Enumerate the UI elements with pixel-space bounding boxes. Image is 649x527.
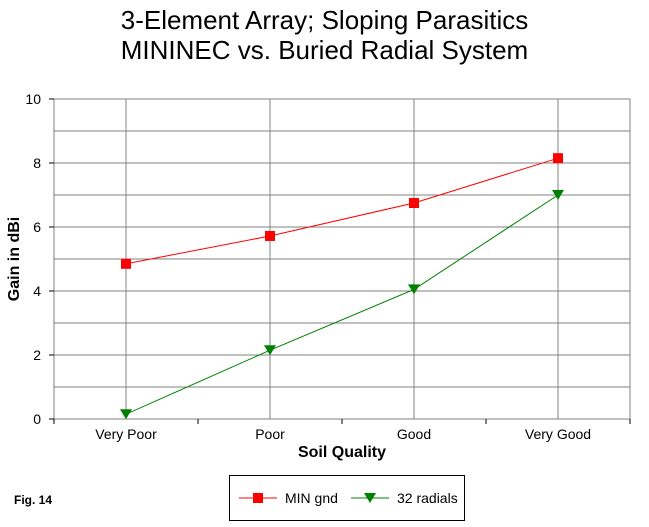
axes: 0 2 4 6 8 10 Very Poor Poor Good Very Good <box>25 91 631 442</box>
legend-label-32-radials: 32 radials <box>397 490 458 506</box>
y-tick-label: 10 <box>25 91 41 107</box>
data-point-triangle <box>552 190 564 200</box>
legend-item-min-gnd: MIN gnd <box>239 490 338 506</box>
y-axis-label: Gain in dBi <box>6 217 23 301</box>
figure-label: Fig. 14 <box>14 493 53 507</box>
x-tick-label: Poor <box>255 426 285 442</box>
series-32-radials <box>120 190 564 420</box>
y-tick-label: 0 <box>33 411 41 427</box>
x-tick-label: Very Poor <box>95 426 157 442</box>
legend: MIN gnd 32 radials <box>229 475 465 521</box>
series-line <box>125 157 559 265</box>
grid-lines <box>54 99 630 419</box>
data-point-square <box>409 198 419 208</box>
chart-title-line-2: MININEC vs. Buried Radial System <box>120 35 529 65</box>
y-tick-label: 4 <box>33 283 41 299</box>
x-tick-label: Good <box>397 426 431 442</box>
legend-marker-triangle-icon <box>351 493 389 503</box>
x-tick-label: Very Good <box>525 426 591 442</box>
data-point-triangle <box>120 409 132 420</box>
x-axis-label: Soil Quality <box>298 444 386 461</box>
data-point-triangle <box>264 345 276 356</box>
chart-title-line-1: 3-Element Array; Sloping Parasitics <box>120 5 529 35</box>
data-point-square <box>553 153 563 164</box>
legend-label-min-gnd: MIN gnd <box>285 490 338 506</box>
series-layer <box>120 153 564 420</box>
series-min-gnd <box>121 153 563 269</box>
series-line <box>125 194 559 415</box>
legend-item-32-radials: 32 radials <box>351 490 458 506</box>
data-point-square <box>121 258 131 269</box>
legend-marker-square-icon <box>239 493 277 503</box>
data-point-square <box>265 230 275 241</box>
y-tick-label: 8 <box>33 155 41 171</box>
data-point-triangle <box>408 284 420 295</box>
y-tick-label: 6 <box>33 219 41 235</box>
y-tick-label: 2 <box>33 347 41 363</box>
axis-labels: Soil Quality Gain in dBi <box>6 217 386 461</box>
